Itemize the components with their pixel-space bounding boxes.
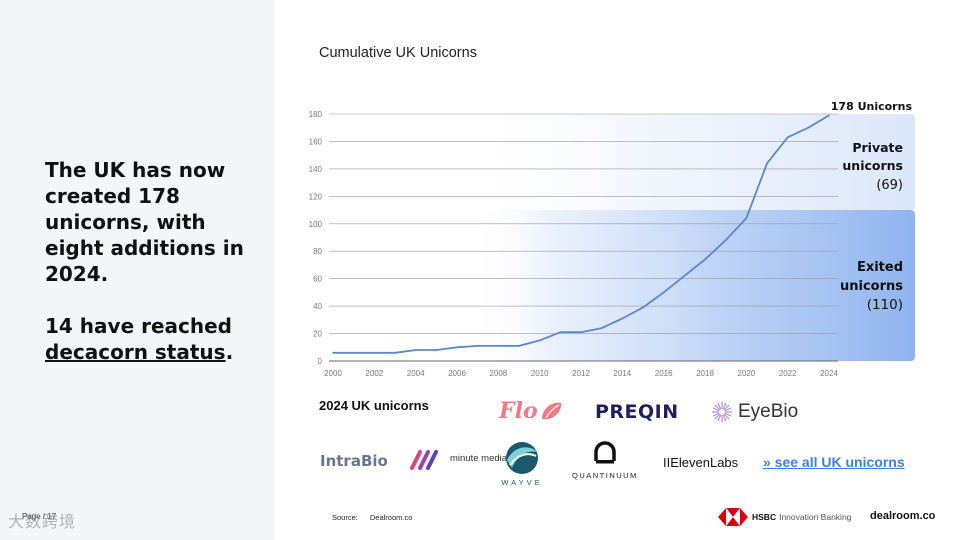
data-point xyxy=(352,351,355,354)
x-tick-label: 2020 xyxy=(737,369,755,378)
y-tick-label: 140 xyxy=(309,165,323,174)
data-point xyxy=(745,217,748,220)
flo-petal-icon xyxy=(541,402,561,420)
private-band xyxy=(470,114,915,211)
data-point xyxy=(600,327,603,329)
flo-logo: Flo xyxy=(499,398,564,424)
x-tick-label: 2008 xyxy=(489,369,507,378)
data-point xyxy=(683,275,686,277)
y-tick-label: 180 xyxy=(309,110,323,119)
quantinuum-logo: QUANTINUUM xyxy=(572,441,638,480)
private-unicorns-label: unicorns xyxy=(842,158,903,173)
x-tick-label: 2022 xyxy=(779,369,797,378)
headline-decacorn: 14 have reached decacorn status. xyxy=(45,314,234,364)
data-point xyxy=(786,136,789,139)
eyebio-logo: EyeBio xyxy=(711,401,798,423)
x-tick-label: 2012 xyxy=(572,369,590,378)
data-point xyxy=(580,331,582,333)
x-tick-label: 2006 xyxy=(448,369,466,378)
data-point xyxy=(662,291,665,294)
dealroom-logo: dealroom.co xyxy=(870,510,936,522)
data-point xyxy=(621,317,624,320)
unicorn-chart: 0 20 40 60 80 100 120 140 160 180 2000 2002 2004 200… xyxy=(309,100,915,378)
data-point xyxy=(704,258,706,261)
total-unicorns-label: 178 Unicorns xyxy=(831,100,913,113)
data-point xyxy=(766,162,768,165)
wayve-logo: WAYVE xyxy=(500,440,544,487)
minute-media-mark-icon xyxy=(410,450,438,470)
exited-band xyxy=(470,210,915,361)
unicorns-2024-label: 2024 UK unicorns xyxy=(319,398,429,413)
exited-unicorns-label: Exited xyxy=(857,260,903,275)
watermark: 大数跨境 xyxy=(8,512,77,531)
y-tick-label: 60 xyxy=(313,275,322,284)
source-value: Dealroom.co xyxy=(369,513,413,522)
exited-unicorns-value: (110) xyxy=(867,297,903,313)
chart-title: Cumulative UK Unicorns xyxy=(319,45,477,61)
data-point xyxy=(807,126,810,129)
headline-main: The UK has now created 178 unicorns, wit… xyxy=(45,158,244,286)
elevenlabs-logo: IIElevenLabs xyxy=(663,455,739,470)
x-tick-label: 2016 xyxy=(655,369,673,378)
source-note: Source: Dealroom.co xyxy=(332,513,412,522)
private-unicorns-value: (69) xyxy=(876,178,903,193)
y-tick-label: 160 xyxy=(309,137,323,146)
y-tick-label: 120 xyxy=(309,192,323,201)
page-label: Page / 17 xyxy=(22,512,57,521)
data-point xyxy=(456,346,458,349)
data-point xyxy=(332,351,334,354)
eyebio-starburst-icon xyxy=(712,402,732,422)
preqin-logo: PREQIN xyxy=(595,401,679,423)
y-tick-label: 0 xyxy=(318,357,323,366)
data-point xyxy=(394,351,396,354)
y-tick-label: 40 xyxy=(313,302,322,311)
decacorn-link[interactable]: decacorn status xyxy=(45,340,226,364)
data-point xyxy=(538,339,541,342)
data-point xyxy=(518,345,520,347)
left-panel xyxy=(0,0,274,540)
see-all-unicorns-link[interactable]: » see all UK unicorns xyxy=(763,454,905,470)
data-point xyxy=(724,239,727,242)
wayve-wave-icon xyxy=(506,442,538,474)
private-unicorns-label: Private xyxy=(852,140,903,155)
x-tick-label: 2002 xyxy=(365,369,383,378)
intrabio-logo: IntraBio xyxy=(320,452,388,470)
y-tick-label: 20 xyxy=(313,330,322,339)
exited-unicorns-label: unicorns xyxy=(840,279,903,294)
x-tick-label: 2010 xyxy=(531,369,549,378)
y-tick-label: 80 xyxy=(313,247,322,256)
x-tick-label: 2024 xyxy=(820,369,838,378)
quantinuum-mark-icon xyxy=(594,441,616,464)
data-point xyxy=(497,345,500,347)
data-point xyxy=(828,114,830,117)
y-tick-label: 100 xyxy=(309,220,323,229)
x-tick-label: 2014 xyxy=(613,369,631,378)
x-tick-label: 2000 xyxy=(324,369,342,378)
data-point xyxy=(414,349,417,351)
headline: The UK has now created 178 unicorns, wit… xyxy=(45,157,260,365)
minute-media-logo: minute media xyxy=(410,448,507,470)
data-point xyxy=(559,331,562,333)
data-point xyxy=(373,351,376,354)
x-tick-label: 2004 xyxy=(407,369,425,378)
x-tick-label: 2018 xyxy=(696,369,714,378)
data-point xyxy=(435,349,438,351)
data-point xyxy=(476,345,479,347)
hsbc-logo: HSBC Innovation Banking xyxy=(718,508,851,526)
source-label: Source: xyxy=(332,513,358,522)
data-point xyxy=(642,306,644,309)
hsbc-hexagon-icon xyxy=(718,508,748,526)
